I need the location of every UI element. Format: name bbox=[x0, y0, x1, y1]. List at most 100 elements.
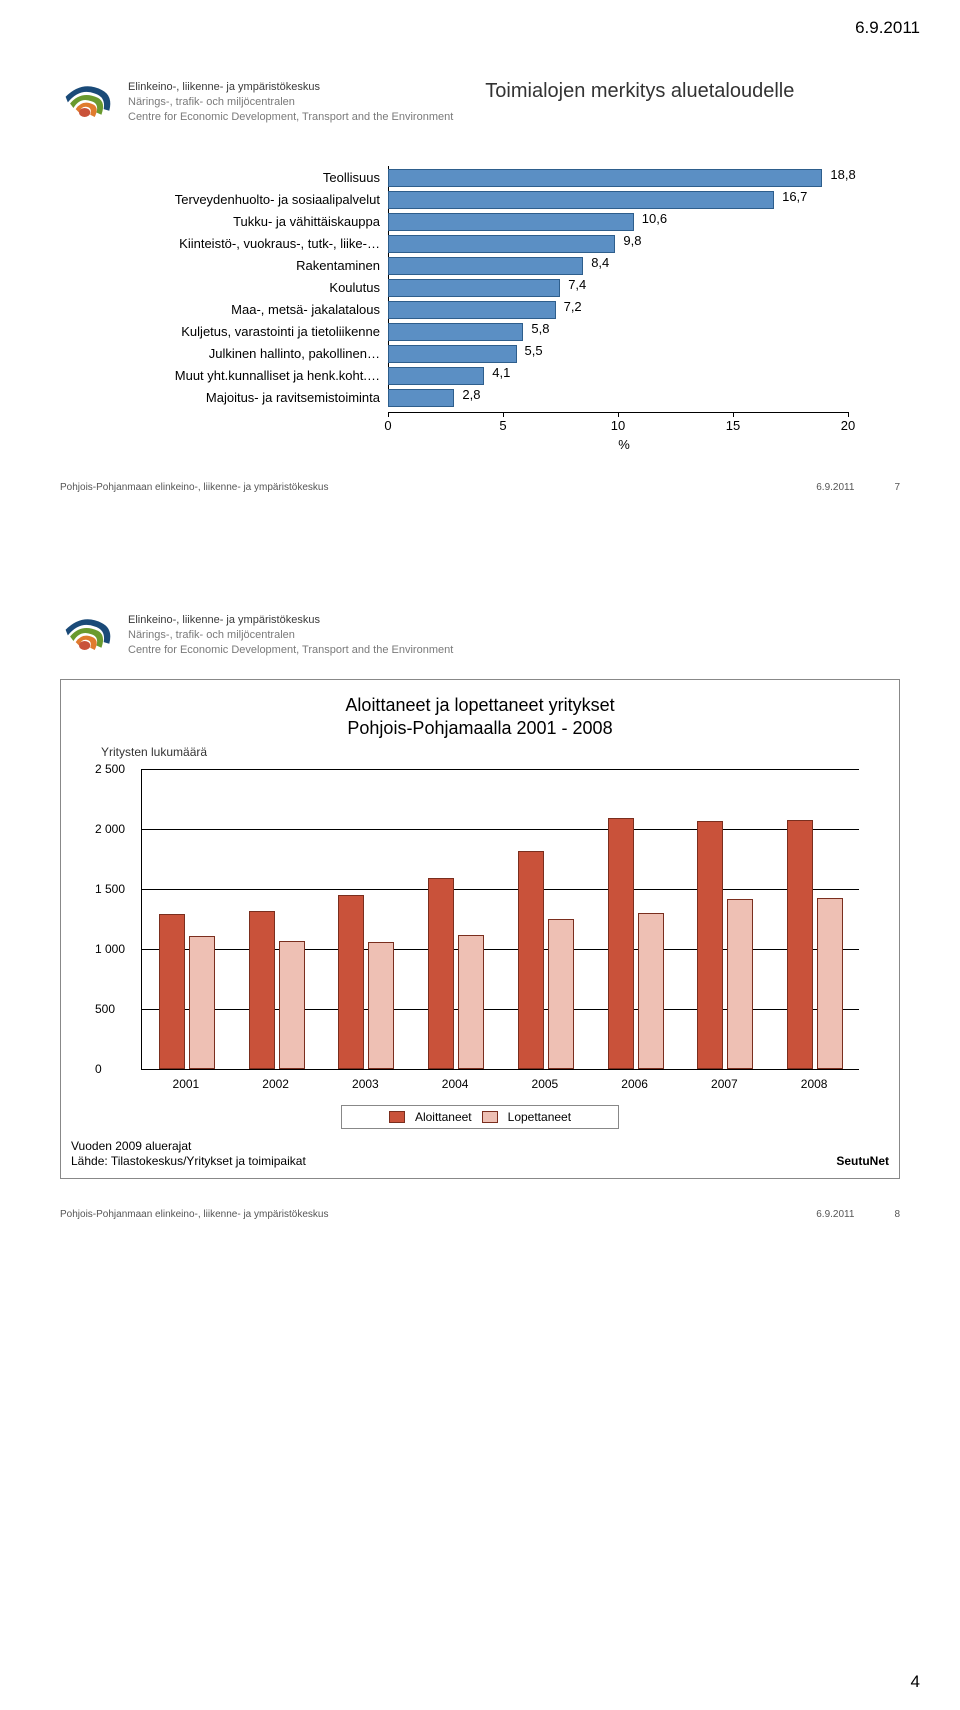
hbar-label: Koulutus bbox=[100, 280, 388, 295]
y-tick-label: 500 bbox=[95, 1002, 115, 1016]
footer-left: Pohjois-Pohjanmaan elinkeino-, liikenne-… bbox=[60, 1209, 328, 1220]
y-tick-label: 1 500 bbox=[95, 882, 125, 896]
x-tick-label: 2007 bbox=[711, 1077, 738, 1091]
source-right: SeutuNet bbox=[836, 1154, 889, 1170]
hbar-value: 4,1 bbox=[492, 365, 510, 380]
bar-group bbox=[338, 895, 394, 1069]
legend-swatch bbox=[389, 1111, 405, 1123]
bar bbox=[458, 935, 484, 1069]
bar bbox=[697, 821, 723, 1069]
hbar-bar bbox=[388, 279, 560, 297]
org-line-2: Närings-, trafik- och miljöcentralen bbox=[128, 628, 453, 643]
hbar-chart: Teollisuus18,8Terveydenhuolto- ja sosiaa… bbox=[100, 166, 860, 452]
grid-line bbox=[141, 769, 859, 770]
legend-swatch bbox=[482, 1111, 498, 1123]
x-tick-label: 2004 bbox=[442, 1077, 469, 1091]
slide1-footer: Pohjois-Pohjanmaan elinkeino-, liikenne-… bbox=[60, 482, 900, 493]
legend-label: Lopettaneet bbox=[508, 1110, 571, 1124]
hbar-value: 9,8 bbox=[623, 233, 641, 248]
bar bbox=[189, 936, 215, 1069]
bar bbox=[638, 913, 664, 1069]
hbar-bar bbox=[388, 367, 484, 385]
org-logo bbox=[60, 80, 116, 136]
hbar-label: Terveydenhuolto- ja sosiaalipalvelut bbox=[100, 192, 388, 207]
bar bbox=[727, 899, 753, 1069]
grid-line bbox=[141, 1069, 859, 1070]
bar bbox=[787, 820, 813, 1069]
notes-line-1: Vuoden 2009 aluerajat bbox=[71, 1139, 889, 1155]
bar bbox=[608, 818, 634, 1068]
x-axis-unit: % bbox=[388, 437, 860, 452]
hbar-value: 5,8 bbox=[531, 321, 549, 336]
hbar-label: Muut yht.kunnalliset ja henk.koht.… bbox=[100, 368, 388, 383]
bar-group bbox=[249, 911, 305, 1069]
bar bbox=[338, 895, 364, 1069]
bar bbox=[368, 942, 394, 1069]
bar-group bbox=[428, 878, 484, 1068]
hbar-label: Kuljetus, varastointi ja tietoliikenne bbox=[100, 324, 388, 339]
bar-group bbox=[787, 820, 843, 1069]
hbar-bar bbox=[388, 169, 822, 187]
hbar-row: Koulutus7,4 bbox=[100, 276, 860, 298]
x-tick: 0 bbox=[384, 418, 391, 433]
x-tick: 15 bbox=[726, 418, 740, 433]
x-tick: 5 bbox=[499, 418, 506, 433]
slide2-header: Elinkeino-, liikenne- ja ympäristökeskus… bbox=[60, 613, 900, 669]
slide1-header: Elinkeino-, liikenne- ja ympäristökeskus… bbox=[60, 80, 900, 136]
hbar-value: 7,2 bbox=[564, 299, 582, 314]
org-line-3: Centre for Economic Development, Transpo… bbox=[128, 643, 453, 658]
hbar-bar bbox=[388, 323, 523, 341]
org-line-2: Närings-, trafik- och miljöcentralen bbox=[128, 95, 453, 110]
x-tick: 20 bbox=[841, 418, 855, 433]
footer-date: 6.9.2011 bbox=[816, 1209, 854, 1220]
hbar-bar bbox=[388, 235, 615, 253]
grouped-bar-chart: Aloittaneet ja lopettaneet yritykset Poh… bbox=[60, 679, 900, 1179]
y-tick-label: 1 000 bbox=[95, 942, 125, 956]
footer-left: Pohjois-Pohjanmaan elinkeino-, liikenne-… bbox=[60, 482, 328, 493]
hbar-value: 8,4 bbox=[591, 255, 609, 270]
bar bbox=[817, 898, 843, 1069]
x-tick-label: 2001 bbox=[173, 1077, 200, 1091]
chart2-y-title: Yritysten lukumäärä bbox=[101, 745, 899, 759]
slide1-title: Toimialojen merkitys aluetaloudelle bbox=[485, 80, 794, 103]
org-text: Elinkeino-, liikenne- ja ympäristökeskus… bbox=[128, 613, 453, 658]
org-logo bbox=[60, 613, 116, 669]
hbar-row: Muut yht.kunnalliset ja henk.koht.… 4,1 bbox=[100, 364, 860, 386]
org-text: Elinkeino-, liikenne- ja ympäristökeskus… bbox=[128, 80, 453, 125]
bar bbox=[518, 851, 544, 1069]
chart2-title: Aloittaneet ja lopettaneet yritykset Poh… bbox=[61, 694, 899, 741]
hbar-label: Julkinen hallinto, pakollinen… bbox=[100, 346, 388, 361]
hbar-label: Rakentaminen bbox=[100, 258, 388, 273]
hbar-label: Kiinteistö-, vuokraus-, tutk-, liike-… bbox=[100, 236, 388, 251]
chart2-title-l2: Pohjois-Pohjamaalla 2001 - 2008 bbox=[347, 718, 612, 738]
x-tick-label: 2008 bbox=[801, 1077, 828, 1091]
hbar-row: Julkinen hallinto, pakollinen…5,5 bbox=[100, 342, 860, 364]
hbar-row: Kiinteistö-, vuokraus-, tutk-, liike-… 9,… bbox=[100, 232, 860, 254]
hbar-row: Maa-, metsä- jakalatalous7,2 bbox=[100, 298, 860, 320]
chart2-notes: Vuoden 2009 aluerajat Lähde: Tilastokesk… bbox=[71, 1139, 889, 1170]
hbar-row: Teollisuus18,8 bbox=[100, 166, 860, 188]
bar-group bbox=[697, 821, 753, 1069]
slide2-footer: Pohjois-Pohjanmaan elinkeino-, liikenne-… bbox=[60, 1209, 900, 1220]
org-line-3: Centre for Economic Development, Transpo… bbox=[128, 110, 453, 125]
chart2-title-l1: Aloittaneet ja lopettaneet yritykset bbox=[345, 695, 614, 715]
hbar-bar bbox=[388, 191, 774, 209]
page-date: 6.9.2011 bbox=[855, 18, 920, 38]
hbar-row: Rakentaminen 8,4 bbox=[100, 254, 860, 276]
bar bbox=[548, 919, 574, 1069]
footer-page: 8 bbox=[894, 1209, 900, 1220]
hbar-value: 16,7 bbox=[782, 189, 807, 204]
org-line-1: Elinkeino-, liikenne- ja ympäristökeskus bbox=[128, 613, 453, 628]
x-tick-label: 2005 bbox=[532, 1077, 559, 1091]
y-tick-label: 2 500 bbox=[95, 762, 125, 776]
x-tick-label: 2003 bbox=[352, 1077, 379, 1091]
x-tick-label: 2006 bbox=[621, 1077, 648, 1091]
legend-label: Aloittaneet bbox=[415, 1110, 472, 1124]
bar-group bbox=[608, 818, 664, 1068]
bar bbox=[428, 878, 454, 1068]
hbar-row: Kuljetus, varastointi ja tietoliikenne 5,… bbox=[100, 320, 860, 342]
x-tick-label: 2002 bbox=[262, 1077, 289, 1091]
hbar-label: Teollisuus bbox=[100, 170, 388, 185]
slide-1: Elinkeino-, liikenne- ja ympäristökeskus… bbox=[60, 80, 900, 493]
hbar-row: Terveydenhuolto- ja sosiaalipalvelut 16,7 bbox=[100, 188, 860, 210]
